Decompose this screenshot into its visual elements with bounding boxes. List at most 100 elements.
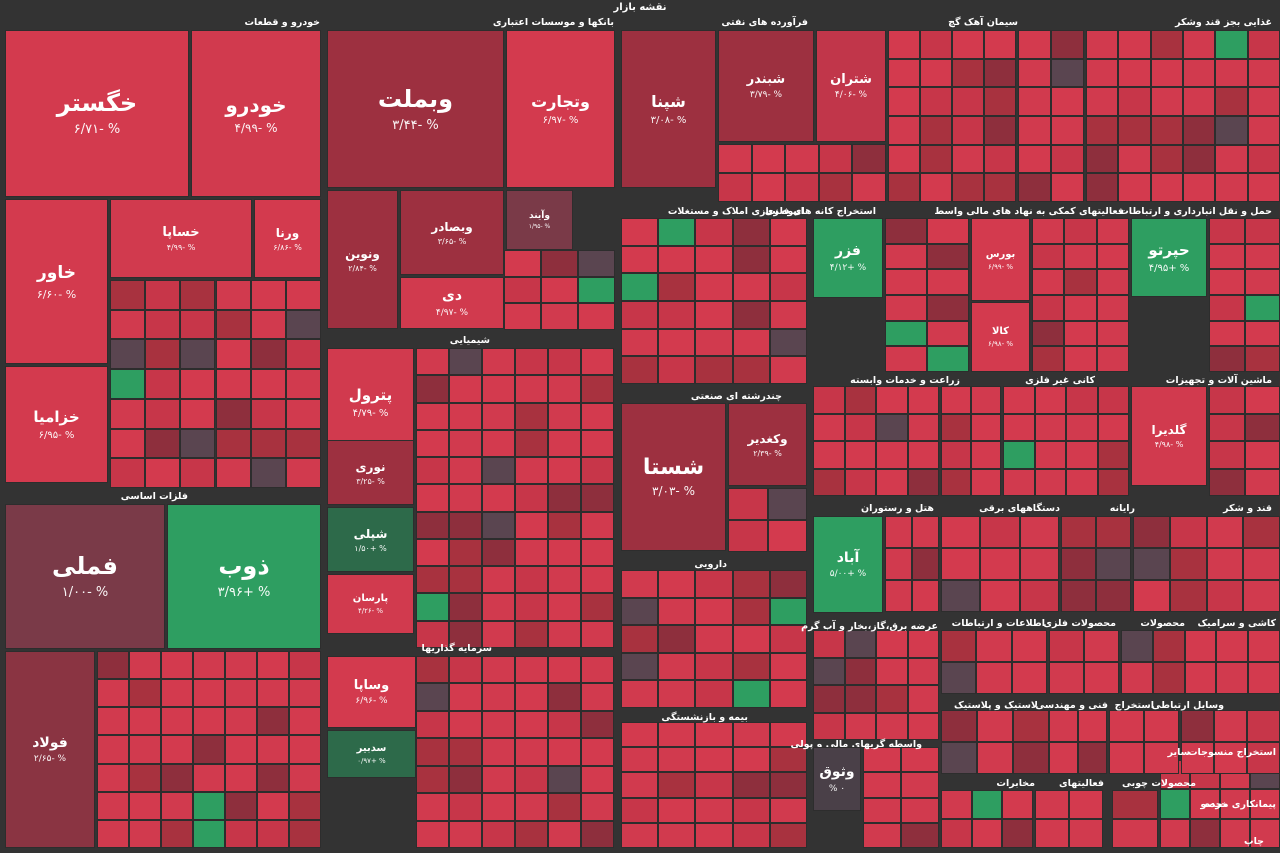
treemap-mini-cell [621, 301, 659, 329]
treemap-mini-cell [1144, 710, 1179, 742]
treemap-cell[interactable]: دی % -۴/۹۷ [400, 277, 504, 329]
treemap-mini-cell [1013, 742, 1049, 774]
treemap-mini-cell [888, 58, 920, 88]
treemap-cell[interactable]: پارسان % -۴/۲۶ [327, 574, 414, 634]
treemap-mini-cell [863, 747, 901, 773]
treemap-mini-cell [695, 328, 733, 357]
treemap-mini-cell [971, 441, 1001, 469]
treemap-mini-cell [813, 685, 845, 713]
stock-change: % -۲/۳۹ [753, 448, 782, 458]
treemap-mini-cell [97, 763, 129, 792]
treemap-mini-cell [844, 685, 876, 713]
treemap-mini-cell [161, 763, 193, 792]
treemap-cell[interactable]: فزر % +۴/۱۲ [813, 218, 883, 298]
treemap-mini-cell [732, 722, 770, 748]
sector-label: سایر [1167, 747, 1190, 758]
treemap-mini-cell [984, 58, 1016, 88]
treemap-mini-cell [250, 339, 286, 370]
treemap-cell[interactable]: وبملت % -۳/۴۴ [327, 30, 504, 188]
treemap-mini-cell [813, 386, 845, 414]
treemap-mini-cell [1244, 218, 1280, 244]
treemap-mini-cell [927, 218, 969, 244]
treemap-cell[interactable]: وتجارت % -۶/۹۷ [506, 30, 615, 188]
sector-label: سیمان آهک گچ [948, 17, 1018, 28]
treemap-cell[interactable]: ذوب % +۳/۹۶ [167, 504, 321, 649]
treemap-mini-cell [1244, 413, 1280, 441]
treemap-cell[interactable]: آباد % +۵/۰۰ [813, 516, 883, 613]
treemap-mini-cell [482, 710, 515, 739]
treemap-mini-cell [215, 280, 251, 310]
treemap-cell[interactable]: ورنا % -۶/۸۶ [254, 199, 321, 278]
treemap-mini-cell [416, 620, 449, 648]
treemap-mini-cell [769, 570, 807, 598]
treemap-mini-cell [876, 657, 908, 685]
treemap-mini-cell [927, 269, 969, 295]
treemap-cell[interactable]: بورس % -۶/۹۹ [971, 218, 1030, 301]
treemap-cell[interactable]: خودرو % -۴/۹۹ [191, 30, 321, 197]
treemap-mini-cell [1049, 710, 1078, 742]
treemap-cell[interactable]: خاور % -۶/۶۰ [5, 199, 108, 364]
treemap-mini-cell [225, 707, 257, 736]
treemap-mini-cell [1118, 30, 1151, 59]
treemap-cell[interactable]: وکغدیر % -۲/۳۹ [728, 403, 807, 486]
treemap-cell[interactable]: وبصادر % -۳/۶۵ [400, 190, 504, 275]
treemap-cell[interactable]: وثوق ۰ % [813, 747, 861, 811]
treemap-mini-cell [1112, 819, 1158, 848]
treemap-mini-cell [1215, 144, 1248, 174]
treemap-mini-cell [920, 87, 952, 116]
treemap-mini-cell [1160, 818, 1190, 848]
treemap-mini-cell [952, 58, 984, 88]
treemap-cell[interactable]: ونوین % -۲/۸۴ [327, 190, 398, 329]
treemap-cell[interactable]: شپنا % -۳/۰۸ [621, 30, 716, 188]
treemap-mini-cell [215, 428, 251, 459]
treemap-mini-cell [658, 797, 696, 823]
treemap-cell[interactable]: وآیند % -۱/۹۵ [506, 190, 573, 250]
treemap-mini-cell [1215, 173, 1248, 202]
treemap-mini-cell [449, 683, 482, 711]
treemap-mini-cell [129, 819, 161, 848]
treemap-mini-cell [1243, 548, 1280, 580]
treemap-cell[interactable]: گلدیرا % -۴/۹۸ [1131, 386, 1207, 486]
treemap-mini-cell [907, 468, 939, 496]
treemap-cell[interactable]: شستا % -۳/۰۳ [621, 403, 726, 551]
sector-label: محصولات [1140, 618, 1185, 629]
treemap-cell[interactable]: پترول % -۴/۷۹ [327, 348, 414, 457]
treemap-cell[interactable]: شتران % -۴/۰۶ [816, 30, 886, 142]
treemap-mini-cell [482, 484, 515, 512]
treemap-mini-cell [1032, 269, 1065, 295]
treemap-cell[interactable]: شپلی % +۱/۵۰ [327, 507, 414, 572]
sector-label: رایانه [1109, 503, 1135, 514]
treemap-mini-cell [658, 245, 696, 274]
treemap-mini-cell [1086, 87, 1119, 116]
treemap-mini-cell [658, 301, 696, 329]
treemap-cell[interactable]: سدبیر % +۰/۹۷ [327, 730, 416, 778]
sector-label: خرده [1204, 799, 1228, 810]
treemap-mini-cell [1019, 548, 1059, 580]
treemap-cell[interactable]: حپرتو % +۴/۹۵ [1131, 218, 1207, 297]
treemap-mini-cell [1206, 580, 1244, 612]
treemap-mini-cell [732, 597, 770, 626]
treemap-cell[interactable]: کالا % -۶/۹۸ [971, 302, 1030, 372]
treemap-mini-cell [658, 273, 696, 301]
stock-change: % -۶/۹۷ [542, 115, 579, 127]
treemap-mini-cell [250, 369, 286, 399]
treemap-mini-cell [1248, 662, 1280, 694]
treemap-cell[interactable]: نوری % -۳/۲۵ [327, 440, 414, 505]
treemap-mini-cell [1216, 662, 1249, 694]
treemap-mini-cell [1169, 548, 1207, 580]
treemap-cell[interactable]: فولاد % -۲/۶۵ [5, 651, 95, 848]
treemap-mini-cell [1244, 269, 1280, 295]
treemap-mini-cell [1096, 320, 1129, 347]
treemap-mini-cell [658, 722, 696, 748]
treemap-mini-cell [888, 116, 920, 145]
treemap-mini-cell [769, 328, 807, 357]
treemap-cell[interactable]: خساپا % -۴/۹۹ [110, 199, 252, 278]
treemap-mini-cell [548, 765, 581, 794]
treemap-cell[interactable]: خگستر % -۶/۷۱ [5, 30, 189, 197]
treemap-cell[interactable]: وساپا % -۶/۹۶ [327, 656, 416, 728]
treemap-mini-cell [1086, 58, 1119, 88]
treemap-cell[interactable]: فملی % -۱/۰۰ [5, 504, 165, 649]
treemap-cell[interactable]: شبندر % -۳/۷۹ [718, 30, 814, 142]
treemap-cell[interactable]: خزامیا % -۶/۹۵ [5, 366, 108, 483]
sector-label: حمل و نقل انبارداری و ارتباطات [1119, 206, 1272, 217]
